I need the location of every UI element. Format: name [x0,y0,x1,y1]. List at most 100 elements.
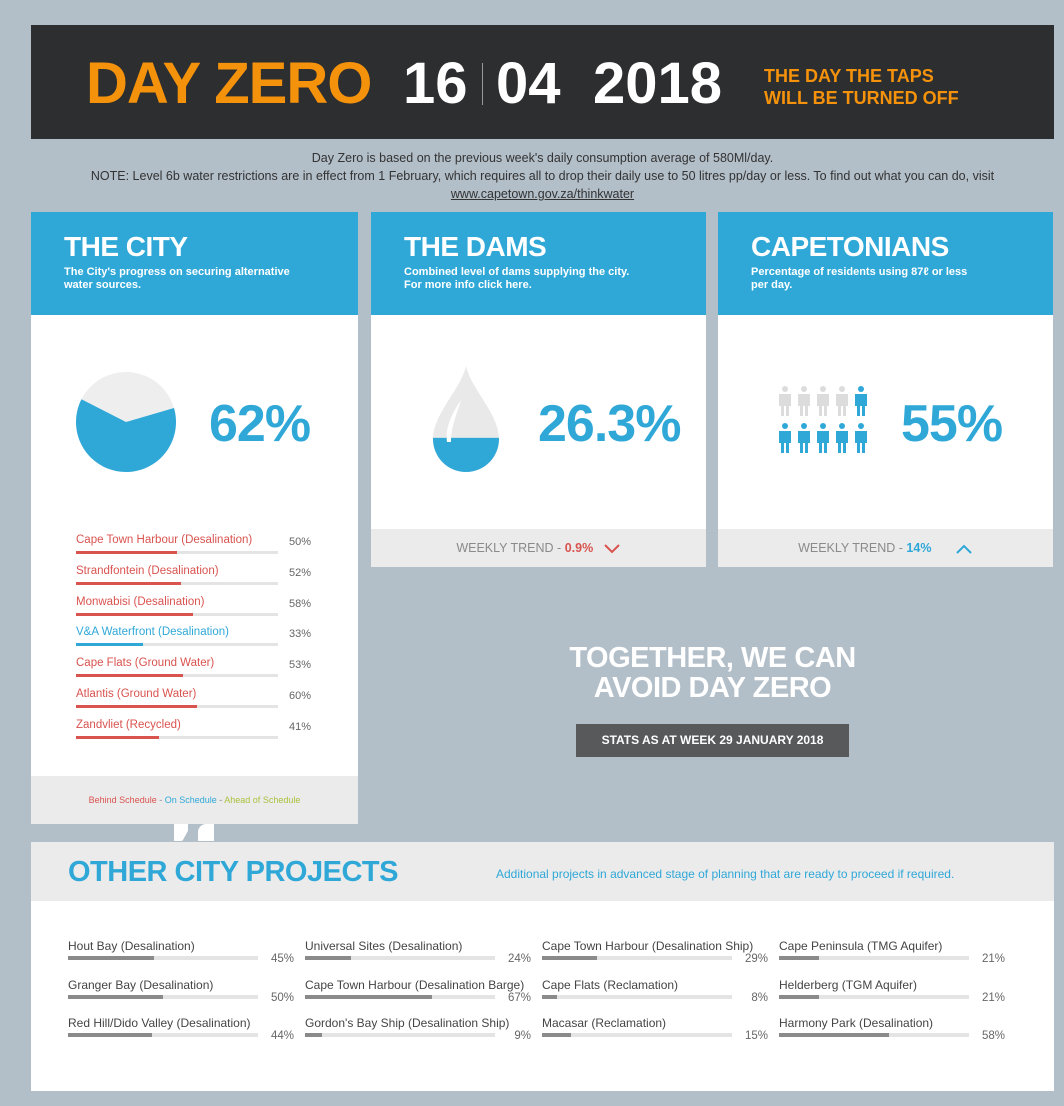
dams-more-info-link[interactable]: For more info click here. [404,279,532,291]
other-project-label: Red Hill/Dido Valley (Desalination) [68,1016,251,1030]
day-zero-month: 04 [496,51,561,116]
other-project-progress-fill [68,995,163,999]
city-project-percent: 60% [289,690,312,702]
other-project-item: Macasar (Reclamation) 15% [542,1016,768,1052]
other-project-progress-fill [542,956,598,960]
dams-weekly-trend: WEEKLY TREND - 0.9% [371,529,706,567]
water-drop-icon [433,366,499,472]
other-project-progress-track [542,1033,732,1037]
other-project-label: Universal Sites (Desalination) [305,939,463,953]
capetonians-card-header: CAPETONIANS Percentage of residents usin… [718,212,1053,315]
city-progress-pie [76,372,176,472]
city-project-progress-fill [76,674,184,678]
other-project-item: Harmony Park (Desalination) 58% [779,1016,1005,1052]
other-projects-panel: OTHER CITY PROJECTS Additional projects … [31,842,1054,1091]
other-project-label: Helderberg (TGM Aquifer) [779,978,918,992]
other-project-progress-fill [68,956,154,960]
city-project-row: Monwabisi (Desalination) 58% [76,596,336,627]
together-heading: TOGETHER, WE CAN AVOID DAY ZERO [540,643,885,703]
other-project-item: Cape Town Harbour (Desalination Ship) 29% [542,939,768,975]
day-zero-title: DAY ZERO [86,51,372,116]
card-notch-left [174,824,188,841]
legend-behind: Behind Schedule [88,795,157,805]
people-grid [779,386,867,453]
other-project-percent: 45% [270,953,294,965]
city-project-percent: 41% [289,720,312,733]
city-project-label: Monwabisi (Desalination) [76,595,205,608]
note-line-1: Day Zero is based on the previous week's… [311,151,774,165]
other-project-progress-track [779,956,969,960]
other-project-label: Cape Flats (Reclamation) [542,978,679,992]
other-project-progress-track [68,995,258,999]
city-project-progress-fill [76,551,177,554]
consumption-note: Day Zero is based on the previous week's… [31,149,1054,203]
stats-date-button[interactable]: STATS AS AT WEEK 29 JANUARY 2018 [576,724,849,757]
other-project-progress-track [305,956,495,960]
city-project-label: Zandvliet (Recycled) [76,718,181,731]
city-project-progress-fill [76,581,182,585]
other-project-progress-fill [779,956,819,960]
person-icon [855,386,867,416]
other-project-item: Gordon's Bay Ship (Desalination Ship) 9% [305,1016,531,1052]
other-project-percent: 58% [981,1030,1005,1042]
city-percent: 62% [209,395,311,453]
other-project-progress-track [305,995,495,999]
water-level-fill [433,437,499,472]
other-project-percent: 21% [981,953,1005,965]
dams-card-description[interactable]: Combined level of dams supplying the cit… [404,266,654,292]
other-project-item: Granger Bay (Desalination) 50% [68,978,294,1014]
other-project-item: Universal Sites (Desalination) 24% [305,939,531,975]
other-project-progress-fill [779,1033,890,1037]
person-icon [836,386,848,416]
other-project-item: Hout Bay (Desalination) 45% [68,939,294,975]
legend-sep: - [156,795,165,805]
city-project-row: V&A Waterfront (Desalination) 33% [76,626,336,657]
city-card-description: The City's progress on securing alternat… [64,266,290,291]
city-project-progress-track [76,581,278,585]
city-project-row: Strandfontein (Desalination) 52% [76,565,336,596]
other-project-percent: 24% [507,953,531,965]
city-project-percent: 58% [289,597,312,610]
other-project-progress-fill [542,1033,571,1037]
other-project-progress-fill [305,995,433,999]
city-project-row: Zandvliet (Recycled) 41% [76,719,336,750]
city-project-percent: 50% [289,536,312,548]
other-project-label: Gordon's Bay Ship (Desalination Ship) [305,1016,510,1030]
other-project-label: Harmony Park (Desalination) [779,1016,934,1030]
other-project-progress-fill [542,995,558,999]
legend-ahead: Ahead of Schedule [224,795,301,805]
other-project-progress-fill [779,995,819,999]
city-project-progress-track [76,735,278,739]
dams-card[interactable]: THE DAMS Combined level of dams supplyin… [371,212,706,567]
city-project-percent: 52% [289,566,312,579]
other-project-item: Cape Peninsula (TMG Aquifer) 21% [779,939,1005,975]
city-project-progress-track [76,612,278,616]
capetonians-card-title: CAPETONIANS [751,231,949,262]
city-project-progress-fill [76,735,159,739]
other-project-progress-track [68,956,258,960]
other-project-percent: 21% [981,992,1005,1004]
city-project-label: Cape Flats (Ground Water) [76,657,215,670]
thinkwater-link[interactable]: www.capetown.gov.za/thinkwater [450,187,635,201]
other-project-label: Hout Bay (Desalination) [68,939,195,953]
day-zero-subtitle: THE DAY THE TAPS WILL BE TURNED OFF [764,65,984,109]
city-project-percent: 33% [289,628,312,641]
capetonians-percent: 55% [901,395,1003,453]
subtitle-line-1: THE DAY THE TAPS [764,66,934,86]
other-project-percent: 8% [751,992,768,1004]
city-project-progress-track [76,674,278,678]
city-project-percent: 53% [289,659,312,672]
city-project-progress-track [76,643,278,647]
person-icon [779,386,791,416]
person-icon [817,423,829,453]
city-project-row: Atlantis (Ground Water) 60% [76,688,336,719]
dams-card-header[interactable]: THE DAMS Combined level of dams supplyin… [371,212,706,315]
together-line-2: AVOID DAY ZERO [593,672,832,704]
trend-label: WEEKLY TREND - [456,541,565,555]
other-project-item: Red Hill/Dido Valley (Desalination) 44% [68,1016,294,1052]
person-icon [855,423,867,453]
city-project-progress-fill [76,612,194,616]
other-project-percent: 44% [270,1030,294,1042]
other-project-item: Cape Town Harbour (Desalination Barge) 67… [305,978,531,1014]
city-card: THE CITY The City's progress on securing… [31,212,358,824]
